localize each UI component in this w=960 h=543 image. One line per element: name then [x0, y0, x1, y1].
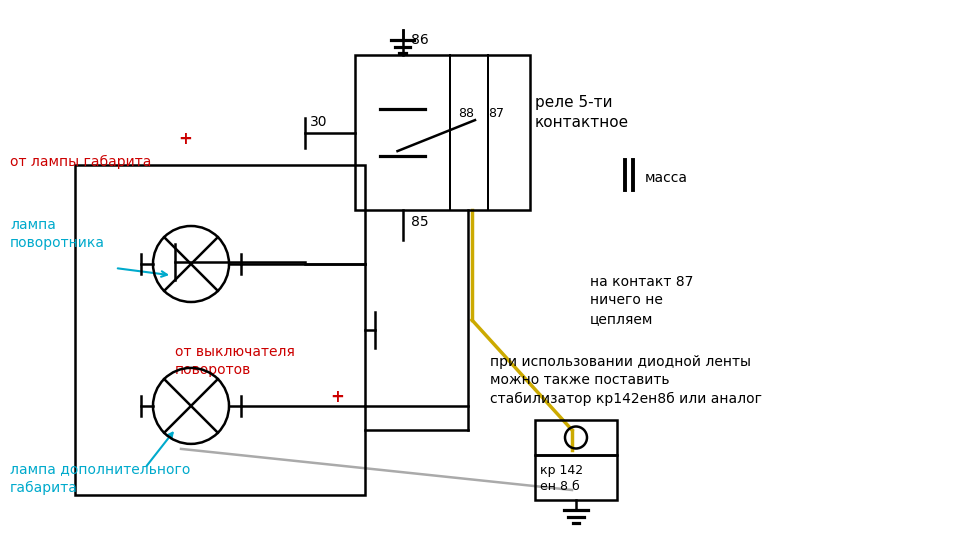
Text: кр 142: кр 142 — [540, 464, 583, 477]
Text: лампа дополнительного
габарита: лампа дополнительного габарита — [10, 462, 190, 495]
Text: +: + — [330, 388, 344, 406]
Text: 86: 86 — [411, 33, 428, 47]
Text: 88: 88 — [458, 106, 474, 119]
Text: при использовании диодной ленты
можно также поставить
стабилизатор кр142ен8б или: при использовании диодной ленты можно та… — [490, 355, 762, 406]
Bar — [75, 165, 365, 495]
Text: от лампы габарита: от лампы габарита — [10, 155, 152, 169]
Text: 87: 87 — [488, 106, 504, 119]
Text: ен 8 б: ен 8 б — [540, 480, 580, 493]
Text: на контакт 87
ничего не
цепляем: на контакт 87 ничего не цепляем — [590, 275, 693, 326]
Text: реле 5-ти
контактное: реле 5-ти контактное — [535, 95, 629, 130]
Bar — [535, 455, 617, 500]
Bar — [355, 55, 530, 210]
Text: масса: масса — [645, 171, 688, 185]
Text: +: + — [178, 130, 192, 148]
Bar — [535, 420, 617, 455]
Text: 85: 85 — [411, 215, 428, 229]
Text: 30: 30 — [310, 115, 327, 129]
Text: лампа
поворотника: лампа поворотника — [10, 218, 105, 250]
Text: от выключателя
поворотов: от выключателя поворотов — [175, 345, 295, 377]
